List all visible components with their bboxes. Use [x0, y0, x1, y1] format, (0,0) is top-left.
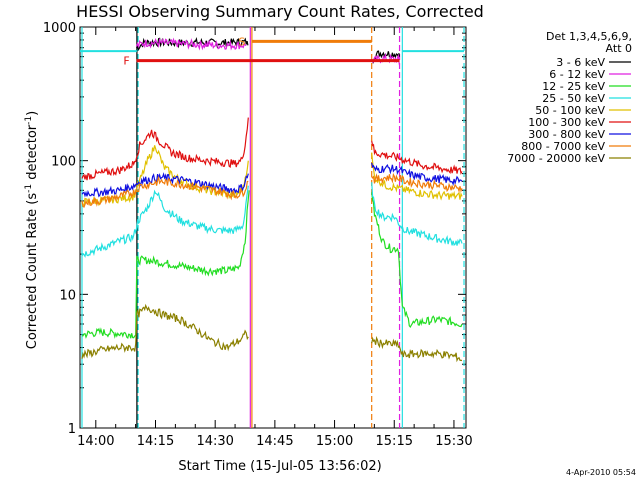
chart-title: HESSI Observing Summary Count Rates, Cor… — [76, 2, 484, 21]
y-axis-title: Corrected Count Rate (s-1 detector-1) — [24, 111, 40, 349]
legend-header-1: Det 1,3,4,5,6,9, — [546, 30, 632, 43]
series-line — [81, 303, 249, 359]
y-axis-title-sup-2: -1 — [24, 116, 34, 125]
legend-entry-label: 6 - 12 keV — [549, 68, 605, 81]
x-tick-label: 14:45 — [256, 434, 293, 449]
y-tick-label: 100 — [51, 155, 76, 170]
plot-frame — [79, 26, 467, 429]
series-line — [81, 185, 249, 258]
y-tick-label: 1 — [68, 422, 76, 437]
legend-entry-label: 3 - 6 keV — [556, 56, 605, 69]
x-tick-label: 15:00 — [316, 434, 353, 449]
svg-text:Corrected Count Rate (s-1 dete: Corrected Count Rate (s-1 detector-1) — [24, 111, 40, 349]
y-tick-label: 10 — [59, 288, 76, 303]
flag-label: F — [123, 55, 129, 68]
series-line — [371, 192, 463, 329]
x-tick-label: 14:15 — [137, 434, 174, 449]
legend-entry-label: 25 - 50 keV — [542, 92, 605, 105]
flag-label: S — [238, 35, 245, 48]
y-axis-title-tail: detector — [25, 124, 40, 184]
legend-entry-label: 800 - 7000 keV — [521, 140, 605, 153]
x-axis-title: Start Time (15-Jul-05 13:56:02) — [178, 459, 381, 474]
series-line — [371, 335, 463, 363]
series-line — [371, 162, 463, 186]
series-group — [80, 27, 465, 428]
x-tick-label: 15:30 — [435, 434, 472, 449]
legend-entry-label: 300 - 800 keV — [528, 128, 605, 141]
legend-header-2: Att 0 — [606, 42, 632, 55]
y-axis-title-sup-1: -1 — [24, 184, 34, 193]
series-line — [371, 152, 463, 201]
series-line — [372, 50, 401, 64]
series-line — [81, 117, 249, 181]
series-line — [81, 172, 249, 198]
x-tick-label: 15:15 — [376, 434, 413, 449]
series-line — [81, 190, 250, 340]
y-axis-title-main: Corrected Count Rate (s — [25, 193, 40, 350]
plot-layer: 14:00 14:15 14:30 14:45 15:00 15:15 15:30 1 10 10… — [43, 21, 473, 449]
series-line — [371, 140, 463, 175]
legend-entry-label: 12 - 25 keV — [542, 80, 605, 93]
y-axis-title-end: ) — [25, 111, 40, 116]
legend-entry-label: 50 - 100 keV — [535, 104, 605, 117]
series-line — [371, 172, 463, 194]
x-tick-label: 14:30 — [196, 434, 233, 449]
footer-date: 4-Apr-2010 05:54 — [566, 468, 636, 477]
series-line — [81, 175, 249, 208]
legend-entry-label: 7000 - 20000 keV — [507, 152, 605, 165]
series-line — [135, 37, 247, 51]
legend-entry-label: 100 - 300 keV — [528, 116, 605, 129]
series-line — [371, 182, 463, 246]
x-tick-label: 14:00 — [77, 434, 114, 449]
y-tick-label: 1000 — [43, 21, 76, 36]
